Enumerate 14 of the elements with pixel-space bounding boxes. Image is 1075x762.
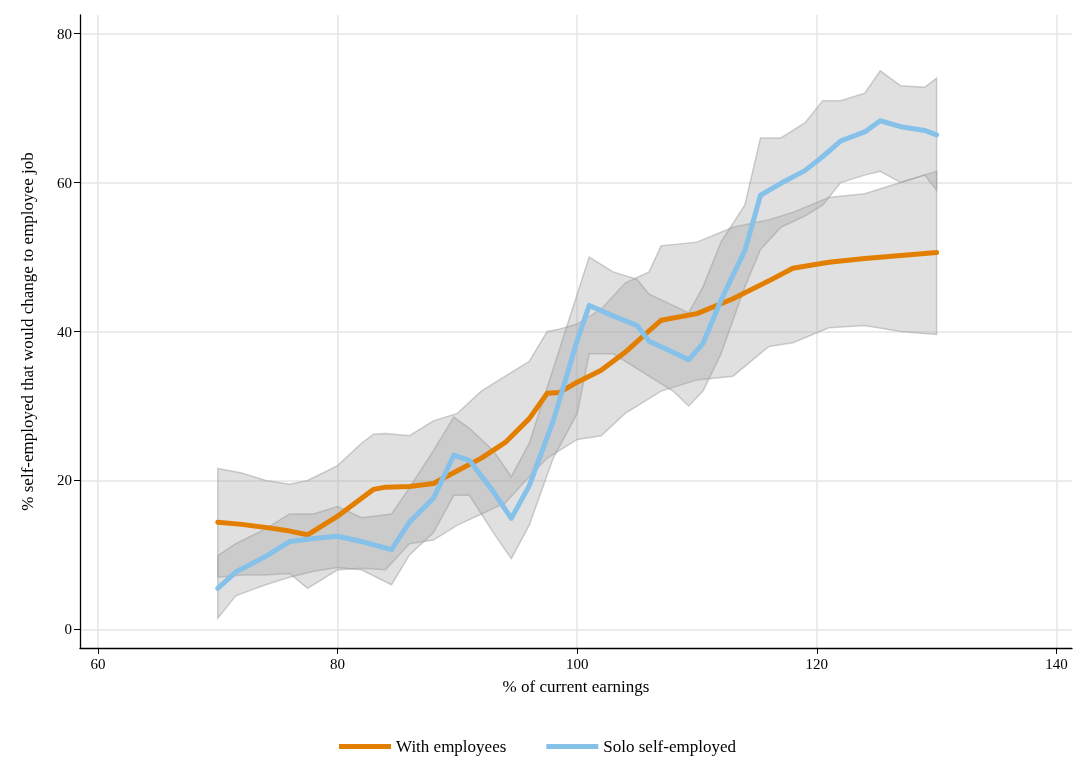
x-axis-title: % of current earnings: [502, 677, 650, 696]
y-tick-label: 20: [57, 472, 72, 489]
y-tick-label: 40: [57, 323, 72, 340]
x-tick-label: 100: [565, 655, 589, 672]
y-tick-label: 60: [57, 174, 72, 191]
x-tick-label: 80: [330, 655, 346, 672]
x-tick-label: 60: [90, 655, 106, 672]
y-tick-label: 0: [64, 621, 72, 638]
x-tick-label: 140: [1045, 655, 1068, 672]
legend-label: Solo self-employed: [603, 737, 737, 756]
legend-label: With employees: [396, 737, 507, 756]
x-tick-label: 120: [805, 655, 829, 672]
y-axis-title: % self-employed that would change to employee job: [18, 152, 37, 511]
y-tick-label: 80: [57, 25, 72, 42]
